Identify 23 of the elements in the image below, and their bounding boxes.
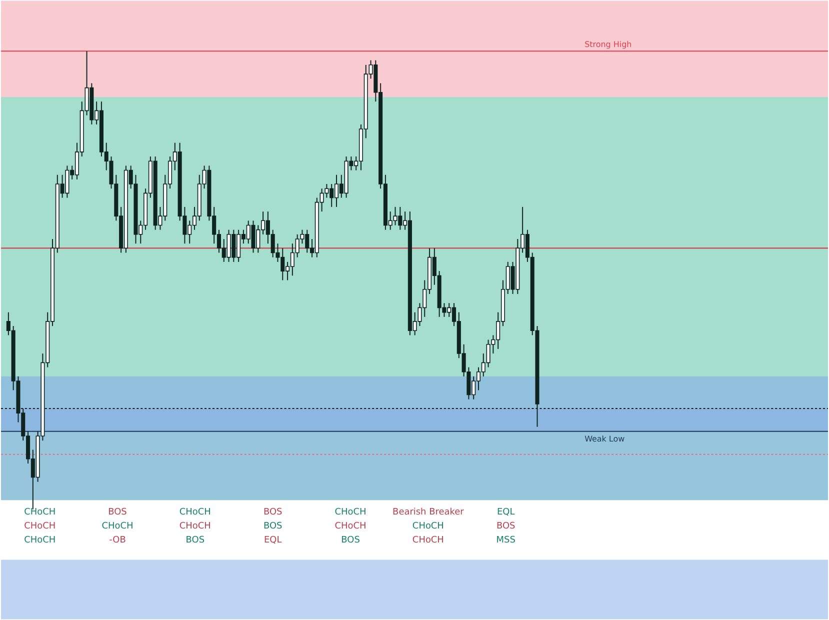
text: CHoCH <box>24 521 56 532</box>
text: CHoCH <box>412 521 444 532</box>
text: CHoCH <box>412 535 444 546</box>
text: MSS <box>496 535 516 546</box>
text: BOS <box>186 535 205 546</box>
text: CHoCH <box>102 521 134 532</box>
text: CHoCH <box>24 535 56 546</box>
ref-line-label: Weak Low <box>584 434 626 444</box>
annotation: CHoCH <box>179 508 211 518</box>
text: BOS <box>341 535 360 546</box>
annotation: CHoCH <box>24 508 56 518</box>
annotation: CHoCH <box>334 508 366 518</box>
annotation: BOS <box>108 508 128 518</box>
ref-line-label: Strong High <box>584 40 632 50</box>
text: -OB <box>109 535 126 546</box>
annotation: EQL <box>496 508 515 518</box>
annotation: BOS <box>263 508 283 518</box>
text: BOS <box>263 521 283 532</box>
text: CHoCH <box>179 521 211 532</box>
text: EQL <box>264 535 282 546</box>
annotation: Bearish Breaker <box>392 508 464 518</box>
text: BOS <box>496 521 516 532</box>
text: CHoCH <box>334 521 366 532</box>
